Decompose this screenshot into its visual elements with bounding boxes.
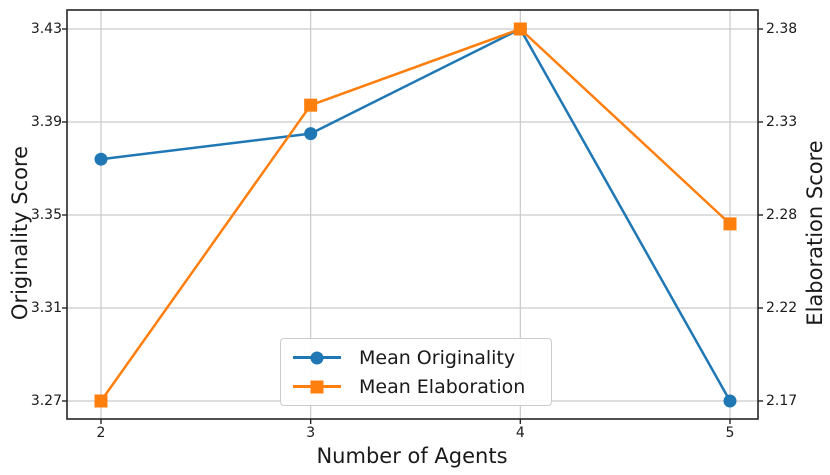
- y-axis-tick-label-left: 3.27: [30, 393, 62, 409]
- y-axis-tick-label-right: 2.17: [766, 393, 798, 409]
- y-axis-tick-label-right: 2.28: [766, 207, 798, 223]
- square-marker-icon: [310, 380, 324, 393]
- data-point-circle: [304, 127, 318, 141]
- circle-marker-icon: [310, 351, 324, 364]
- y-axis-tick-label-left: 3.31: [30, 300, 62, 316]
- y-axis-label-left: Originality Score: [8, 145, 32, 321]
- legend-label: Mean Elaboration: [359, 375, 526, 398]
- data-point-square: [513, 22, 527, 36]
- legend-label: Mean Originality: [359, 346, 516, 369]
- x-axis-tick-label: 5: [725, 425, 735, 441]
- y-axis-tick-label-right: 2.38: [766, 21, 798, 37]
- series-line: [99, 27, 731, 402]
- data-point-square: [304, 98, 318, 112]
- data-point-circle: [94, 152, 108, 166]
- x-axis-tick-label: 3: [306, 425, 316, 441]
- y-axis-tick-label-left: 3.39: [30, 114, 62, 130]
- series-line: [100, 27, 732, 402]
- legend-item: Mean Originality: [289, 343, 541, 372]
- legend-item: Mean Elaboration: [289, 372, 541, 401]
- legend-line-sample: [293, 380, 341, 393]
- data-point-square: [723, 217, 737, 231]
- legend: Mean Originality Mean Elaboration: [280, 338, 552, 406]
- y-axis-tick-label-left: 3.35: [30, 207, 62, 223]
- legend-line-sample: [293, 351, 341, 364]
- data-point-square: [94, 394, 108, 408]
- y-axis-label-right: Elaboration Score: [803, 140, 827, 326]
- data-point-circle: [723, 394, 737, 408]
- x-axis-tick-label: 2: [96, 425, 106, 441]
- y-axis-tick-label-right: 2.22: [766, 300, 798, 316]
- x-axis-tick-label: 4: [515, 425, 525, 441]
- y-axis-tick-label-left: 3.43: [30, 21, 62, 37]
- y-axis-tick-label-right: 2.33: [766, 114, 798, 130]
- x-axis-label: Number of Agents: [316, 444, 508, 468]
